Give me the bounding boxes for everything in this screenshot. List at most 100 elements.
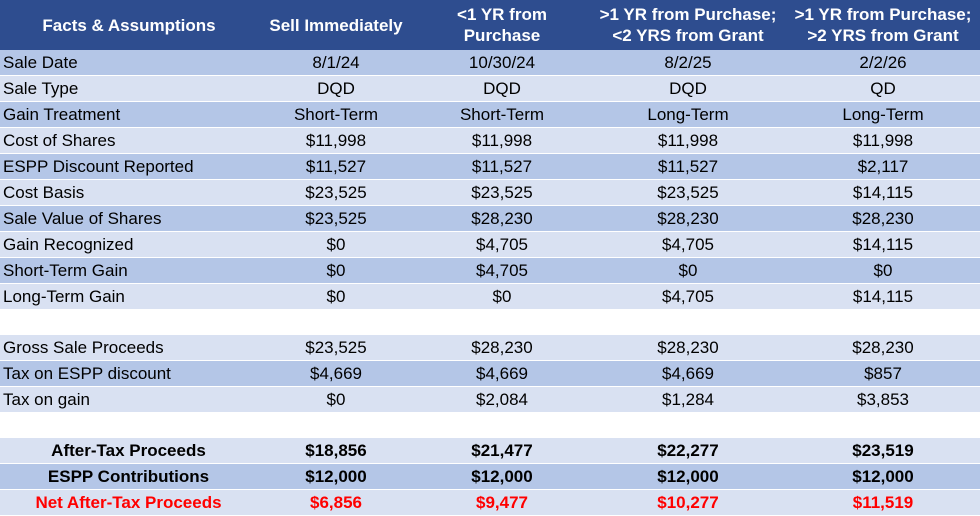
cell: $9,477 (414, 489, 590, 516)
row-label: Cost of Shares (0, 127, 258, 154)
row-gross-sale-proceeds: Gross Sale Proceeds $23,525 $28,230 $28,… (0, 334, 980, 361)
cell: $2,084 (414, 386, 590, 413)
row-sale-value: Sale Value of Shares $23,525 $28,230 $28… (0, 205, 980, 232)
cell: $23,525 (414, 179, 590, 206)
cell: $4,705 (590, 283, 786, 310)
cell: $4,705 (590, 231, 786, 258)
cell: $0 (258, 283, 414, 310)
cell: $21,477 (414, 437, 590, 464)
cell: 2/2/26 (786, 50, 980, 76)
spacer-row (0, 412, 980, 438)
cell: $0 (258, 231, 414, 258)
cell: $14,115 (786, 283, 980, 310)
cell: $23,525 (258, 334, 414, 361)
cell: QD (786, 75, 980, 102)
cell: 8/2/25 (590, 50, 786, 76)
cell: $23,525 (258, 205, 414, 232)
row-label: Cost Basis (0, 179, 258, 206)
cell: $11,527 (414, 153, 590, 180)
cell: $0 (258, 386, 414, 413)
row-label: Sale Type (0, 75, 258, 102)
cell: $1,284 (590, 386, 786, 413)
cell: $4,669 (590, 360, 786, 387)
cell: $10,277 (590, 489, 786, 516)
cell: Long-Term (590, 101, 786, 128)
cell: $11,519 (786, 489, 980, 516)
row-after-tax-proceeds: After-Tax Proceeds $18,856 $21,477 $22,2… (0, 437, 980, 464)
cell: $4,669 (258, 360, 414, 387)
cell: $28,230 (590, 205, 786, 232)
cell: $23,525 (590, 179, 786, 206)
row-label: Gain Treatment (0, 101, 258, 128)
cell: $3,853 (786, 386, 980, 413)
cell: $14,115 (786, 179, 980, 206)
row-long-term-gain: Long-Term Gain $0 $0 $4,705 $14,115 (0, 283, 980, 310)
cell: $4,705 (414, 231, 590, 258)
row-label: Sale Value of Shares (0, 205, 258, 232)
cell: $12,000 (590, 463, 786, 490)
cell: $4,669 (414, 360, 590, 387)
row-label: After-Tax Proceeds (0, 437, 258, 464)
cell: $18,856 (258, 437, 414, 464)
row-sale-type: Sale Type DQD DQD DQD QD (0, 75, 980, 102)
cell: $0 (414, 283, 590, 310)
cell: $0 (786, 257, 980, 284)
row-espp-discount: ESPP Discount Reported $11,527 $11,527 $… (0, 153, 980, 180)
cell: $11,527 (258, 153, 414, 180)
cell: 8/1/24 (258, 50, 414, 76)
cell: $12,000 (258, 463, 414, 490)
header-gt1yr-lt2yrs: >1 YR from Purchase; <2 YRS from Grant (590, 0, 786, 50)
cell: $857 (786, 360, 980, 387)
row-label: Tax on ESPP discount (0, 360, 258, 387)
header-sell-immediately: Sell Immediately (258, 0, 414, 50)
cell: DQD (414, 75, 590, 102)
cell: $28,230 (786, 205, 980, 232)
cell: Short-Term (258, 101, 414, 128)
cell: $28,230 (414, 205, 590, 232)
row-label: ESPP Contributions (0, 463, 258, 490)
row-short-term-gain: Short-Term Gain $0 $4,705 $0 $0 (0, 257, 980, 284)
row-label: Net After-Tax Proceeds (0, 489, 258, 516)
row-label: Gain Recognized (0, 231, 258, 258)
cell: $28,230 (590, 334, 786, 361)
header-row: Facts & Assumptions Sell Immediately <1 … (0, 0, 980, 50)
cell: Long-Term (786, 101, 980, 128)
row-label: Long-Term Gain (0, 283, 258, 310)
row-cost-basis: Cost Basis $23,525 $23,525 $23,525 $14,1… (0, 179, 980, 206)
cell: $4,705 (414, 257, 590, 284)
row-cost-of-shares: Cost of Shares $11,998 $11,998 $11,998 $… (0, 127, 980, 154)
row-label: Tax on gain (0, 386, 258, 413)
cell: DQD (258, 75, 414, 102)
cell: $11,527 (590, 153, 786, 180)
cell: $12,000 (786, 463, 980, 490)
row-label: Gross Sale Proceeds (0, 334, 258, 361)
cell: $28,230 (414, 334, 590, 361)
cell: $23,519 (786, 437, 980, 464)
row-label: Short-Term Gain (0, 257, 258, 284)
row-espp-contributions: ESPP Contributions $12,000 $12,000 $12,0… (0, 463, 980, 490)
cell: $11,998 (258, 127, 414, 154)
cell: $6,856 (258, 489, 414, 516)
row-tax-espp-discount: Tax on ESPP discount $4,669 $4,669 $4,66… (0, 360, 980, 387)
cell: $2,117 (786, 153, 980, 180)
header-gt1yr-gt2yrs: >1 YR from Purchase; >2 YRS from Grant (786, 0, 980, 50)
row-label: ESPP Discount Reported (0, 153, 258, 180)
cell: $11,998 (786, 127, 980, 154)
cell: $23,525 (258, 179, 414, 206)
cell: $0 (590, 257, 786, 284)
cell: $11,998 (414, 127, 590, 154)
spacer-row (0, 309, 980, 335)
row-tax-on-gain: Tax on gain $0 $2,084 $1,284 $3,853 (0, 386, 980, 413)
row-sale-date: Sale Date 8/1/24 10/30/24 8/2/25 2/2/26 (0, 50, 980, 76)
header-facts-assumptions: Facts & Assumptions (0, 0, 258, 50)
cell: DQD (590, 75, 786, 102)
cell: $12,000 (414, 463, 590, 490)
row-gain-recognized: Gain Recognized $0 $4,705 $4,705 $14,115 (0, 231, 980, 258)
cell: $22,277 (590, 437, 786, 464)
row-label: Sale Date (0, 50, 258, 76)
header-less-1yr: <1 YR from Purchase (414, 0, 590, 50)
cell: 10/30/24 (414, 50, 590, 76)
row-net-after-tax-proceeds: Net After-Tax Proceeds $6,856 $9,477 $10… (0, 489, 980, 516)
cell: $28,230 (786, 334, 980, 361)
